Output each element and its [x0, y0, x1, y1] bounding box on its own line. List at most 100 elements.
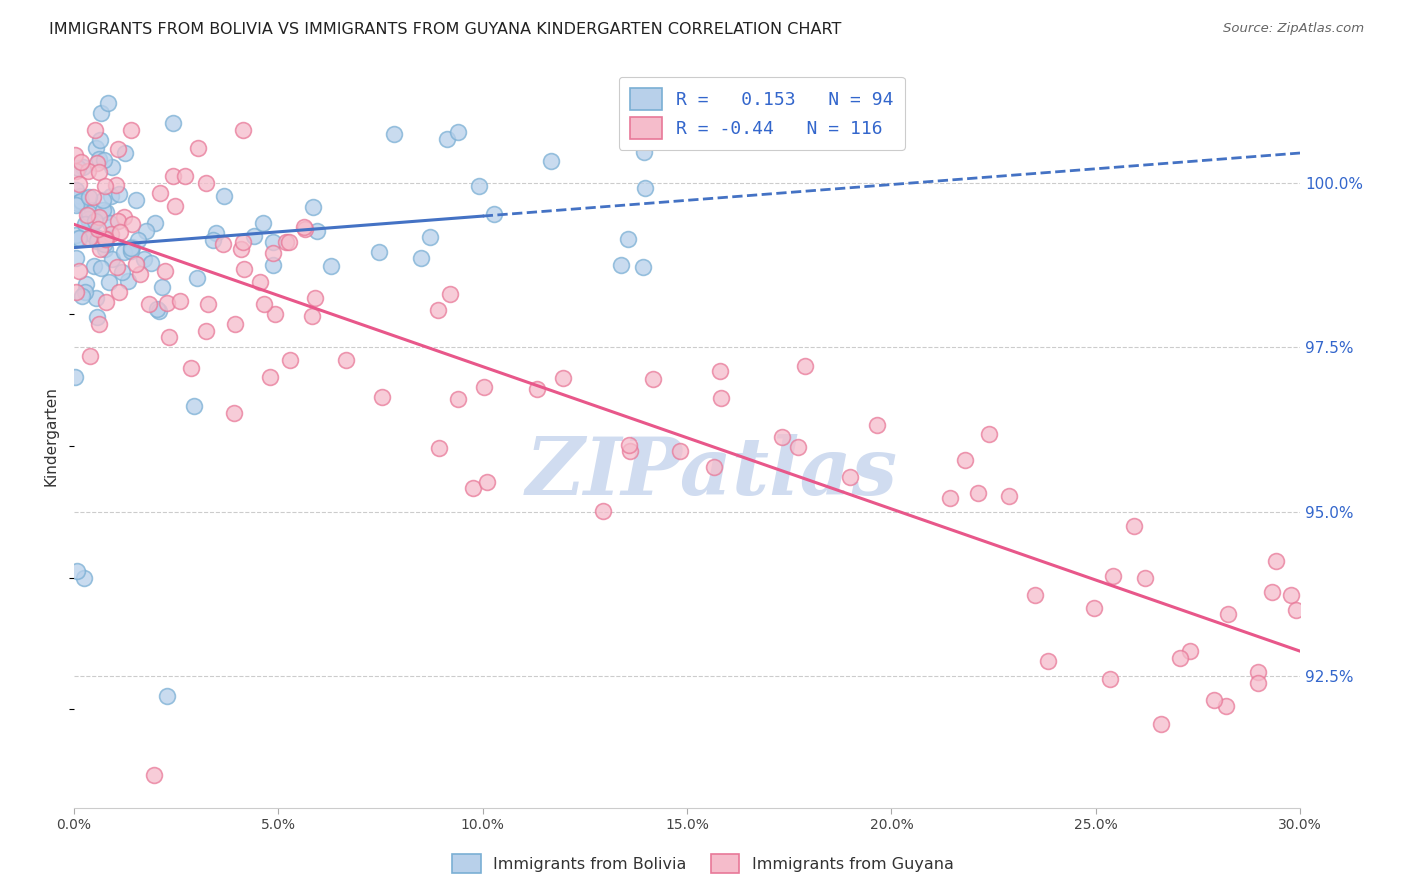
Point [93, 153, 115, 168]
Point [80, 227, 103, 241]
Point [232, 262, 254, 277]
Point [938, 491, 960, 505]
Point [371, 390, 394, 404]
Point [94, 232, 117, 246]
Point [183, 400, 205, 414]
Point [278, 235, 301, 249]
Point [65, 183, 87, 197]
Point [150, 280, 173, 294]
Point [194, 324, 217, 338]
Point [65, 285, 87, 299]
Point [73, 570, 96, 584]
Point [76, 208, 98, 222]
Point [105, 178, 128, 193]
Point [121, 217, 143, 231]
Point [540, 154, 562, 169]
Point [70, 289, 93, 303]
Point [86, 222, 108, 236]
Point [197, 297, 219, 311]
Point [117, 274, 139, 288]
Point [101, 252, 124, 267]
Point [142, 768, 165, 782]
Point [617, 438, 640, 452]
Point [252, 216, 274, 230]
Point [153, 264, 176, 278]
Point [335, 353, 357, 368]
Point [1123, 519, 1146, 533]
Point [89, 152, 111, 166]
Point [135, 224, 157, 238]
Point [149, 186, 172, 200]
Point [224, 317, 246, 331]
Point [67, 231, 90, 245]
Point [1261, 585, 1284, 599]
Point [977, 426, 1000, 441]
Point [194, 176, 217, 190]
Point [447, 392, 470, 406]
Point [249, 276, 271, 290]
Point [77, 212, 100, 227]
Point [93, 179, 115, 194]
Point [66, 564, 89, 578]
Point [73, 217, 96, 231]
Point [953, 453, 976, 467]
Point [86, 234, 108, 248]
Text: ZIPatlas: ZIPatlas [526, 434, 897, 512]
Point [703, 460, 725, 475]
Point [526, 382, 548, 396]
Point [139, 255, 162, 269]
Point [107, 285, 129, 299]
Point [301, 309, 323, 323]
Point [91, 193, 114, 207]
Point [80, 217, 103, 231]
Point [205, 226, 228, 240]
Point [112, 210, 135, 224]
Point [1102, 569, 1125, 583]
Point [111, 265, 134, 279]
Point [65, 164, 87, 178]
Point [304, 291, 326, 305]
Point [634, 181, 657, 195]
Point [98, 276, 121, 290]
Point [368, 245, 391, 260]
Point [839, 469, 862, 483]
Point [201, 233, 224, 247]
Point [276, 235, 298, 249]
Point [94, 294, 117, 309]
Point [384, 127, 406, 141]
Point [127, 233, 149, 247]
Point [84, 141, 107, 155]
Point [794, 359, 817, 373]
Point [212, 236, 235, 251]
Point [619, 444, 641, 458]
Point [93, 232, 115, 246]
Point [998, 489, 1021, 503]
Point [105, 260, 128, 275]
Point [592, 504, 614, 518]
Point [232, 235, 254, 250]
Point [98, 216, 121, 230]
Point [65, 251, 87, 265]
Point [1150, 716, 1173, 731]
Point [232, 123, 254, 137]
Point [112, 244, 135, 259]
Point [65, 370, 87, 384]
Point [107, 142, 129, 156]
Point [73, 285, 96, 299]
Point [89, 211, 111, 225]
Point [472, 380, 495, 394]
Point [419, 230, 441, 244]
Point [94, 205, 117, 219]
Point [1247, 665, 1270, 679]
Point [551, 370, 574, 384]
Point [66, 196, 89, 211]
Point [174, 169, 197, 183]
Point [121, 239, 143, 253]
Point [1215, 698, 1237, 713]
Point [243, 229, 266, 244]
Point [138, 297, 160, 311]
Point [70, 194, 93, 208]
Point [163, 199, 186, 213]
Point [75, 277, 97, 291]
Point [610, 258, 633, 272]
